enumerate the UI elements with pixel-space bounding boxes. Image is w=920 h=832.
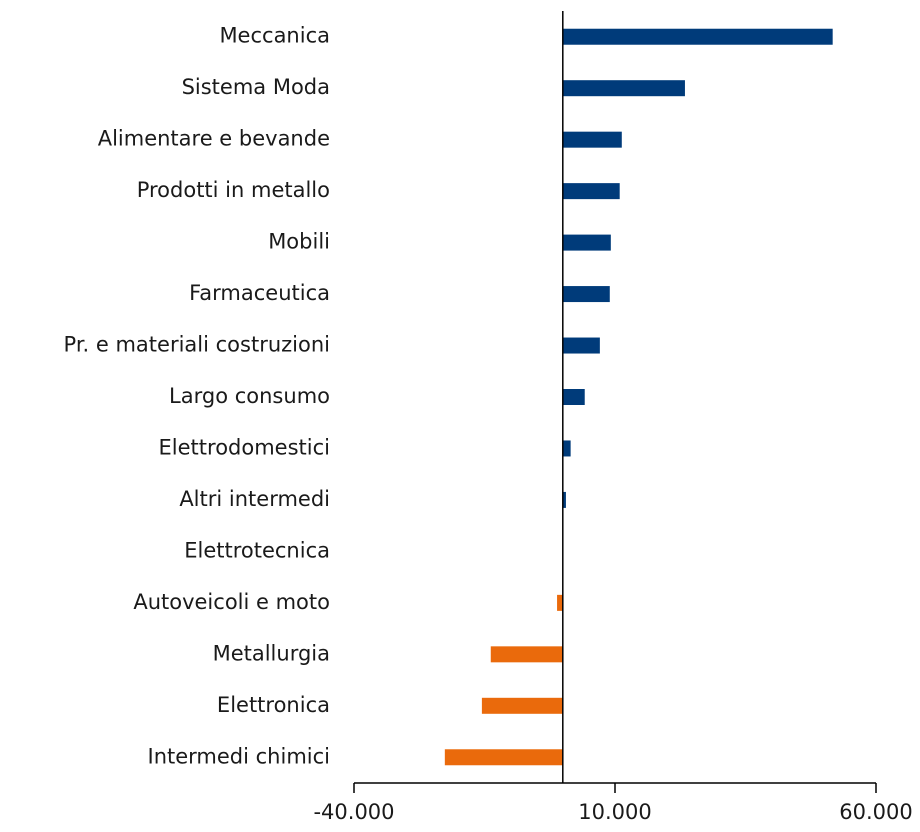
bar [562, 491, 566, 508]
y-tick-label: Mobili [268, 230, 330, 254]
bar [490, 646, 563, 663]
bar [562, 131, 622, 148]
y-tick-label: Autoveicoli e moto [133, 590, 330, 614]
x-tick-label: -40.000 [313, 800, 394, 824]
bar [481, 697, 563, 714]
x-tick-label: 60.000 [839, 800, 912, 824]
y-tick-label: Largo consumo [169, 384, 330, 408]
bar [562, 440, 571, 457]
y-tick-label: Farmaceutica [189, 281, 330, 305]
bar [562, 286, 610, 303]
bar [444, 749, 563, 766]
y-tick-label: Intermedi chimici [148, 744, 331, 768]
x-tick-label: 10.000 [578, 800, 651, 824]
y-tick-label: Elettrodomestici [159, 435, 330, 459]
bar [562, 337, 600, 354]
y-tick-label: Altri intermedi [179, 487, 330, 511]
y-tick-label: Sistema Moda [182, 75, 330, 99]
y-tick-label: Elettronica [217, 693, 330, 717]
bar [557, 594, 563, 611]
bar [562, 389, 585, 405]
y-tick-label: Alimentare e bevande [98, 127, 330, 151]
y-tick-label: Elettrotecnica [184, 538, 330, 562]
bar [562, 234, 611, 251]
y-tick-label: Prodotti in metallo [137, 178, 330, 202]
bar [562, 28, 833, 45]
bar [562, 183, 620, 200]
y-tick-label: Pr. e materiali costruzioni [64, 333, 330, 357]
bar [562, 80, 685, 97]
y-tick-label: Metallurgia [213, 641, 330, 665]
y-tick-label: Meccanica [219, 24, 330, 48]
